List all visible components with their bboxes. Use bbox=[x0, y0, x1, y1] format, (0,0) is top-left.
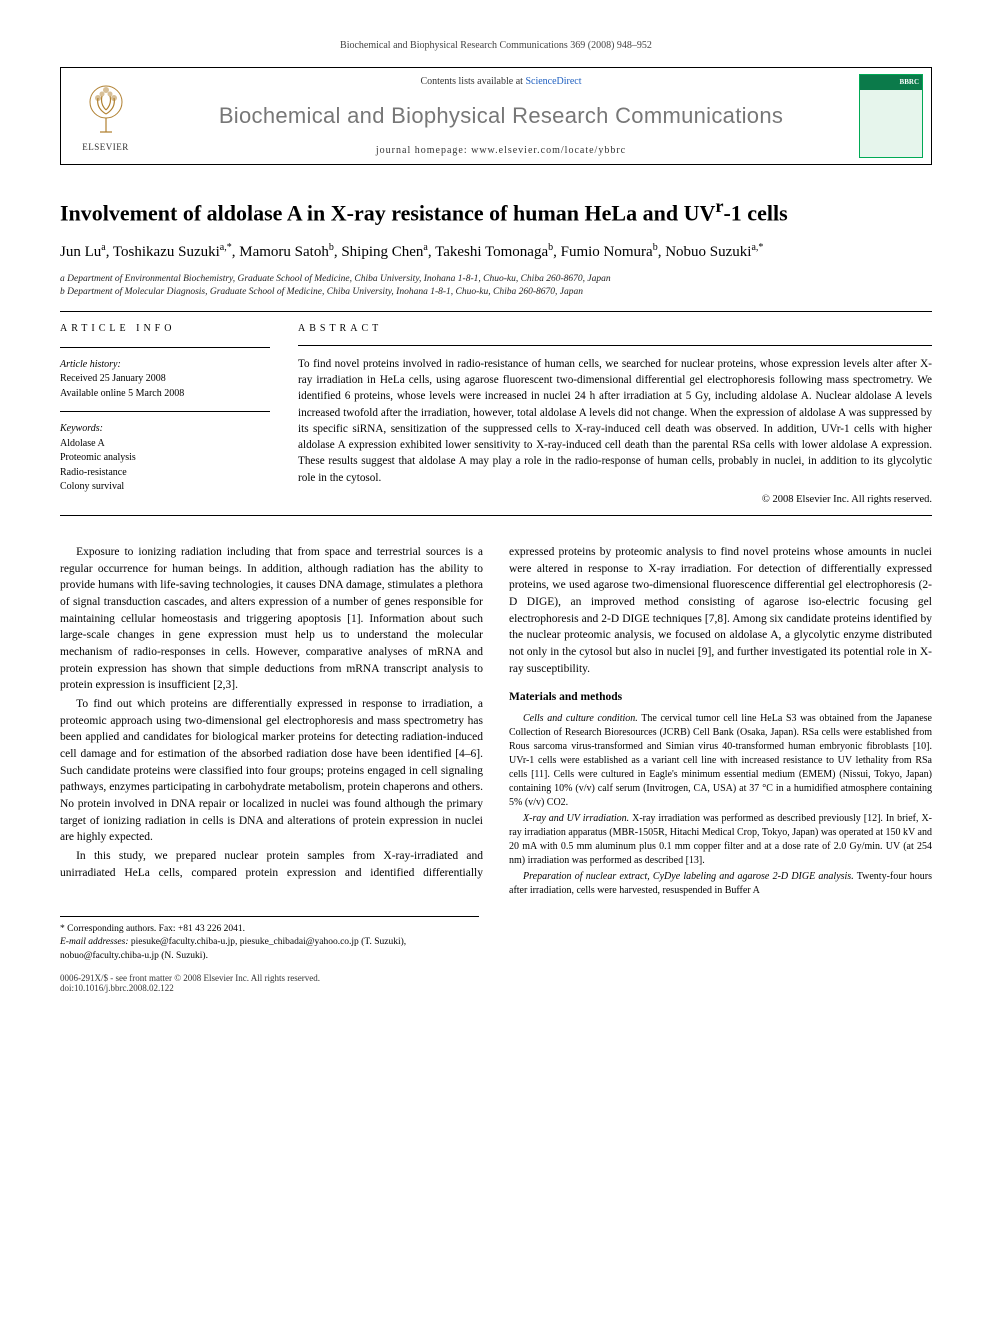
publisher-logo: ELSEVIER bbox=[61, 68, 151, 164]
email-line: E-mail addresses: piesuke@faculty.chiba-… bbox=[60, 936, 479, 963]
footer-left: 0006-291X/$ - see front matter © 2008 El… bbox=[60, 973, 320, 993]
email-label: E-mail addresses: bbox=[60, 937, 129, 947]
author-list: Jun Lua, Toshikazu Suzukia,*, Mamoru Sat… bbox=[60, 241, 932, 263]
body-paragraph: To find out which proteins are different… bbox=[60, 696, 483, 846]
materials-methods-heading: Materials and methods bbox=[509, 689, 932, 706]
front-matter-line: 0006-291X/$ - see front matter © 2008 El… bbox=[60, 973, 320, 983]
keyword: Radio-resistance bbox=[60, 466, 270, 481]
keyword: Aldolase A bbox=[60, 437, 270, 452]
journal-center: Contents lists available at ScienceDirec… bbox=[151, 68, 851, 164]
abstract-column: abstract To find novel proteins involved… bbox=[298, 322, 932, 507]
correspondence-footnote: * Corresponding authors. Fax: +81 43 226… bbox=[60, 916, 479, 963]
corresponding-authors: * Corresponding authors. Fax: +81 43 226… bbox=[60, 923, 479, 936]
methods-paragraph: Cells and culture condition. The cervica… bbox=[509, 712, 932, 810]
divider bbox=[60, 311, 932, 312]
keyword: Colony survival bbox=[60, 480, 270, 495]
methods-paragraph: X-ray and UV irradiation. X-ray irradiat… bbox=[509, 812, 932, 868]
article-title: Involvement of aldolase A in X-ray resis… bbox=[60, 195, 932, 227]
contents-available-line: Contents lists available at ScienceDirec… bbox=[161, 76, 841, 87]
body-paragraph: Exposure to ionizing radiation including… bbox=[60, 544, 483, 694]
journal-homepage: journal homepage: www.elsevier.com/locat… bbox=[161, 145, 841, 156]
sciencedirect-link[interactable]: ScienceDirect bbox=[525, 76, 581, 87]
journal-name: Biochemical and Biophysical Research Com… bbox=[161, 103, 841, 129]
article-history-label: Article history: bbox=[60, 358, 270, 373]
methods-runin: Preparation of nuclear extract, CyDye la… bbox=[523, 871, 854, 882]
abstract-heading: abstract bbox=[298, 322, 932, 337]
journal-header-box: ELSEVIER Contents lists available at Sci… bbox=[60, 67, 932, 165]
homepage-prefix: journal homepage: bbox=[376, 145, 471, 156]
journal-cover-cell bbox=[851, 68, 931, 164]
affiliations: a Department of Environmental Biochemist… bbox=[60, 273, 932, 300]
divider bbox=[60, 411, 270, 412]
methods-text: The cervical tumor cell line HeLa S3 was… bbox=[509, 713, 932, 808]
article-info-heading: article info bbox=[60, 322, 270, 337]
methods-runin: Cells and culture condition. bbox=[523, 713, 638, 724]
elsevier-tree-icon bbox=[76, 80, 136, 140]
info-abstract-row: article info Article history: Received 2… bbox=[60, 322, 932, 507]
received-date: Received 25 January 2008 bbox=[60, 372, 270, 387]
methods-paragraph: Preparation of nuclear extract, CyDye la… bbox=[509, 870, 932, 898]
divider bbox=[298, 345, 932, 346]
affiliation-a: a Department of Environmental Biochemist… bbox=[60, 273, 932, 286]
divider bbox=[60, 515, 932, 516]
contents-prefix: Contents lists available at bbox=[420, 76, 525, 87]
publisher-name: ELSEVIER bbox=[82, 142, 129, 152]
body-text: Exposure to ionizing radiation including… bbox=[60, 544, 932, 898]
page-footer: 0006-291X/$ - see front matter © 2008 El… bbox=[60, 973, 932, 993]
running-header: Biochemical and Biophysical Research Com… bbox=[60, 40, 932, 51]
online-date: Available online 5 March 2008 bbox=[60, 387, 270, 402]
affiliation-b: b Department of Molecular Diagnosis, Gra… bbox=[60, 286, 932, 299]
homepage-url: www.elsevier.com/locate/ybbrc bbox=[471, 145, 626, 156]
abstract-copyright: © 2008 Elsevier Inc. All rights reserved… bbox=[298, 492, 932, 507]
methods-runin: X-ray and UV irradiation. bbox=[523, 813, 629, 824]
keywords-label: Keywords: bbox=[60, 422, 270, 437]
journal-cover-thumbnail bbox=[859, 74, 923, 158]
abstract-text: To find novel proteins involved in radio… bbox=[298, 356, 932, 486]
doi-line: doi:10.1016/j.bbrc.2008.02.122 bbox=[60, 983, 320, 993]
keyword: Proteomic analysis bbox=[60, 451, 270, 466]
divider bbox=[60, 347, 270, 348]
article-info-column: article info Article history: Received 2… bbox=[60, 322, 270, 507]
